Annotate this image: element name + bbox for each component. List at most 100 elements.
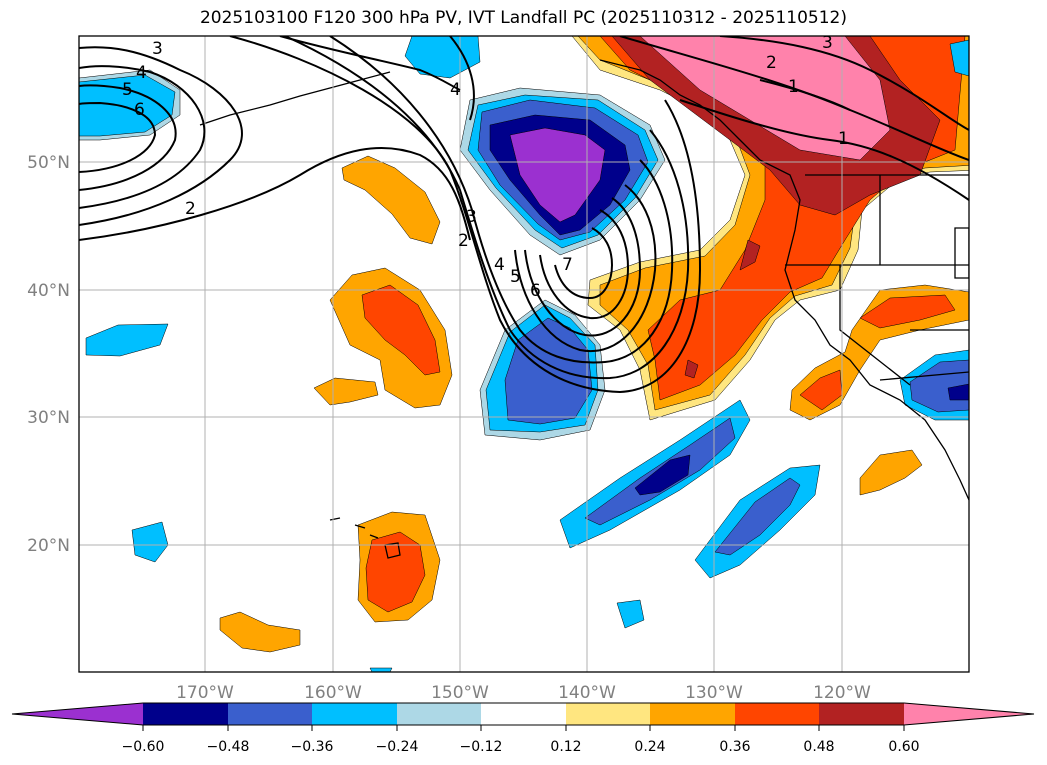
colorbar-bin bbox=[735, 703, 819, 725]
contour-label-trough-7: 7 bbox=[562, 255, 573, 275]
colorbar-bin bbox=[819, 703, 904, 725]
colorbar-bin bbox=[312, 703, 397, 725]
contour-trough-7 bbox=[554, 227, 614, 300]
lat-label: 50°N bbox=[27, 153, 70, 173]
hawaii-islands bbox=[329, 517, 379, 539]
negative-anomaly-spot-b bbox=[404, 36, 481, 79]
contour-label-west-2: 2 bbox=[185, 199, 196, 219]
colorbar-tick-label: 0.12 bbox=[550, 739, 581, 755]
positive-anomaly-coast-048 bbox=[739, 239, 761, 271]
border-states-3 bbox=[839, 265, 911, 386]
contour-trough-4 bbox=[514, 184, 657, 353]
ivt-contour-layer bbox=[79, 36, 969, 394]
colorbar-bin-neutral bbox=[481, 703, 566, 725]
positive-anomaly-sw-036b bbox=[859, 294, 956, 329]
lat-label: 20°N bbox=[27, 536, 70, 556]
contour-ne-1 bbox=[679, 99, 969, 201]
contour-label-north-4: 4 bbox=[450, 80, 461, 100]
pv-anomaly-fill-layer bbox=[79, 36, 969, 672]
longitude-labels: 170°W 160°W 150°W 140°W 130°W 120°W bbox=[176, 683, 871, 703]
negative-anomaly-spot-f bbox=[369, 667, 393, 672]
lon-label: 140°W bbox=[558, 683, 616, 703]
contour-west-5 bbox=[79, 84, 177, 191]
contour-west-4 bbox=[79, 65, 206, 209]
contour-label-trough-2: 2 bbox=[458, 231, 469, 251]
contour-label-west-3: 3 bbox=[152, 39, 163, 59]
latitude-labels: 50°N 40°N 30°N 20°N bbox=[27, 153, 70, 556]
positive-anomaly-blob-b-036 bbox=[361, 284, 441, 376]
contour-west-3 bbox=[79, 46, 243, 226]
lon-label: 170°W bbox=[176, 683, 234, 703]
lat-label: 30°N bbox=[27, 408, 70, 428]
contour-label-trough-4: 4 bbox=[494, 255, 505, 275]
colorbar-tick-label: −0.48 bbox=[207, 739, 250, 755]
map-title: 2025103100 F120 300 hPa PV, IVT Landfall… bbox=[199, 8, 847, 28]
negative-anomaly-spot-a bbox=[85, 323, 169, 357]
negative-anomaly-diag2-036 bbox=[714, 477, 801, 556]
colorbar-bin bbox=[143, 703, 228, 725]
negative-anomaly-spot-e bbox=[616, 599, 645, 629]
colorbar-bin bbox=[397, 703, 481, 725]
negative-anomaly-baja-048 bbox=[947, 383, 969, 401]
contour-label-west-6: 6 bbox=[134, 100, 145, 120]
positive-anomaly-bc-060 bbox=[639, 36, 891, 161]
border-states-5 bbox=[954, 227, 969, 279]
contour-trough-3 bbox=[329, 36, 674, 364]
contour-ne-inner bbox=[759, 79, 851, 111]
negative-anomaly-diag1-048 bbox=[634, 454, 691, 496]
contour-label-west-5: 5 bbox=[122, 80, 133, 100]
colorbar-tick-label: 0.36 bbox=[719, 739, 750, 755]
positive-anomaly-blob-d bbox=[219, 611, 301, 653]
coastline-alaska bbox=[599, 59, 969, 501]
aleutian-chain bbox=[199, 71, 391, 126]
colorbar-tick-label: 0.48 bbox=[803, 739, 834, 755]
lon-label: 130°W bbox=[685, 683, 743, 703]
positive-anomaly-blob-a bbox=[341, 155, 441, 245]
colorbar-ticks bbox=[142, 725, 905, 731]
contour-label-ne-3: 3 bbox=[822, 33, 833, 53]
contour-west-2 bbox=[79, 146, 471, 241]
contour-label-trough-5: 5 bbox=[510, 267, 521, 287]
contour-label-trough-3: 3 bbox=[466, 207, 477, 227]
colorbar-tick-label: 0.24 bbox=[634, 739, 665, 755]
lat-label: 40°N bbox=[27, 281, 70, 301]
contour-label-ne-1b: 1 bbox=[838, 129, 849, 149]
contour-ne-3 bbox=[719, 36, 969, 131]
colorbar-tick-label: −0.60 bbox=[122, 739, 165, 755]
colorbar-tick-label: −0.36 bbox=[291, 739, 334, 755]
colorbar-tick-label: −0.24 bbox=[376, 739, 419, 755]
contour-trough-6 bbox=[539, 209, 630, 320]
lon-label: 160°W bbox=[304, 683, 362, 703]
colorbar-tick-label: −0.12 bbox=[460, 739, 503, 755]
colorbar-bin bbox=[566, 703, 650, 725]
colorbar: −0.60 −0.48 −0.36 −0.24 −0.12 0.12 0.24 … bbox=[11, 702, 1035, 755]
contour-label-ne-2: 2 bbox=[766, 53, 777, 73]
colorbar-tick-label: 0.60 bbox=[888, 739, 919, 755]
colorbar-bin bbox=[228, 703, 312, 725]
lon-label: 150°W bbox=[431, 683, 489, 703]
colorbar-bin bbox=[650, 703, 735, 725]
contour-label-ne-1a: 1 bbox=[788, 77, 799, 97]
ivt-contour-labels: 3 4 5 6 2 4 3 2 4 5 6 7 2 3 1 1 bbox=[122, 33, 849, 301]
negative-anomaly-spot-c bbox=[949, 39, 969, 77]
contour-trough-5 bbox=[524, 197, 642, 337]
contour-west-6 bbox=[79, 101, 157, 173]
map-frame bbox=[78, 35, 970, 673]
positive-anomaly-sw-036 bbox=[799, 369, 843, 411]
contour-trough-1 bbox=[229, 36, 702, 394]
positive-anomaly-hawaii-036 bbox=[365, 531, 426, 613]
colorbar-extend-low bbox=[12, 703, 143, 725]
lon-label: 120°W bbox=[813, 683, 871, 703]
contour-trough-2 bbox=[284, 36, 690, 380]
contour-north-arc bbox=[449, 36, 475, 121]
colorbar-extend-high bbox=[904, 703, 1034, 725]
positive-anomaly-blob-c bbox=[313, 377, 379, 406]
hawaii-big-island bbox=[384, 542, 401, 559]
border-us-mexico bbox=[879, 371, 969, 381]
contour-north-4 bbox=[279, 36, 461, 91]
positive-anomaly-coast-048b bbox=[684, 359, 699, 379]
coastline-layer bbox=[199, 59, 969, 559]
positive-anomaly-blob-e bbox=[859, 449, 923, 496]
contour-label-trough-6: 6 bbox=[530, 281, 541, 301]
